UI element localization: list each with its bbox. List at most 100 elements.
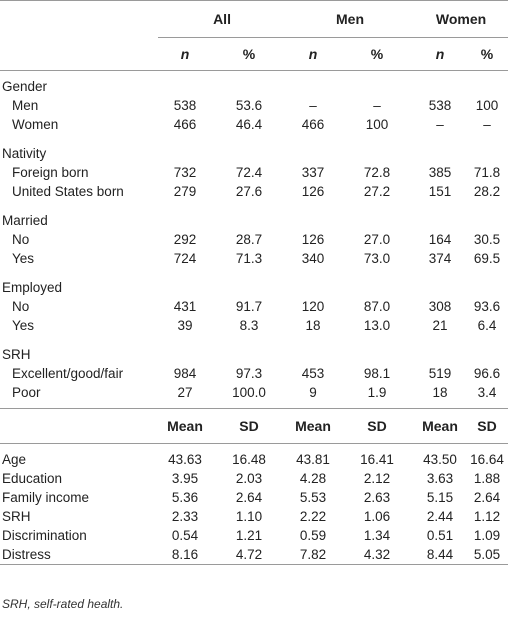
col-header-n-all: n bbox=[158, 37, 212, 71]
value-cell: 732 bbox=[173, 165, 197, 180]
spacer-cell bbox=[0, 335, 508, 345]
value-cell: 16.41 bbox=[360, 452, 394, 467]
group-header-women: Women bbox=[414, 0, 508, 38]
value-cell: 27.2 bbox=[363, 184, 391, 199]
value-cell: 8.16 bbox=[158, 545, 212, 565]
value-cell: 18 bbox=[432, 385, 448, 400]
value-cell: 27.0 bbox=[363, 232, 391, 247]
table-row: Excellent/good/fair 984 97.3 453 98.1 519 96.6 bbox=[0, 364, 508, 383]
spacer-row bbox=[0, 335, 508, 345]
group-header-men: Men bbox=[286, 0, 415, 38]
row-label: Discrimination bbox=[2, 528, 87, 543]
table-row: Women 466 46.4 466 100 – – bbox=[0, 115, 508, 134]
row-label: SRH bbox=[2, 509, 31, 524]
row-label: Age bbox=[2, 452, 27, 467]
header-blank bbox=[0, 37, 158, 71]
value-cell: 3.95 bbox=[171, 471, 199, 486]
value-cell: 5.36 bbox=[171, 490, 199, 505]
value-cell: 30.5 bbox=[473, 232, 501, 247]
value-cell: 538 bbox=[173, 98, 197, 113]
value-cell: 2.64 bbox=[473, 490, 501, 505]
col-header-pct-all: % bbox=[212, 37, 287, 71]
value-cell: 2.64 bbox=[235, 490, 263, 505]
col-header-n-women: n bbox=[414, 37, 467, 71]
value-cell: 151 bbox=[428, 184, 452, 199]
group-header-row: All Men Women bbox=[0, 0, 508, 38]
row-label: Education bbox=[2, 471, 63, 486]
value-cell: 3.4 bbox=[477, 385, 497, 400]
value-cell: 69.5 bbox=[473, 251, 501, 266]
value-cell: 292 bbox=[173, 232, 197, 247]
value-cell: 724 bbox=[173, 251, 197, 266]
value-cell: 126 bbox=[301, 184, 325, 199]
value-cell: 87.0 bbox=[363, 299, 391, 314]
section-title-row: Nativity bbox=[0, 144, 508, 163]
value-cell: 8.3 bbox=[239, 318, 259, 333]
value-cell: 73.0 bbox=[363, 251, 391, 266]
table-row: Education 3.95 2.03 4.28 2.12 3.63 1.88 bbox=[0, 469, 508, 488]
table-row: Foreign born 732 72.4 337 72.8 385 71.8 bbox=[0, 163, 508, 182]
value-cell: 72.4 bbox=[235, 165, 263, 180]
value-cell: 53.6 bbox=[235, 98, 263, 113]
value-cell: 164 bbox=[428, 232, 452, 247]
value-cell: 2.03 bbox=[235, 471, 263, 486]
value-cell: 21 bbox=[432, 318, 448, 333]
value-cell: 43.63 bbox=[168, 452, 202, 467]
value-cell: 308 bbox=[428, 299, 452, 314]
value-cell: 13.0 bbox=[363, 318, 391, 333]
table-row: Yes 39 8.3 18 13.0 21 6.4 bbox=[0, 316, 508, 335]
section-title-row: Gender bbox=[0, 77, 508, 96]
row-label: Distress bbox=[0, 545, 158, 565]
value-cell: 5.15 bbox=[426, 490, 454, 505]
section-title: Employed bbox=[2, 280, 63, 295]
table-row: Yes 724 71.3 340 73.0 374 69.5 bbox=[0, 249, 508, 268]
col-header-mean: Mean bbox=[158, 408, 212, 444]
header-blank bbox=[0, 408, 158, 444]
value-cell: 1.34 bbox=[363, 528, 391, 543]
value-cell: 7.82 bbox=[286, 545, 341, 565]
col-header-pct-women: % bbox=[466, 37, 508, 71]
value-cell: 97.3 bbox=[235, 366, 263, 381]
value-cell: 100.0 bbox=[232, 385, 266, 400]
value-cell: 2.44 bbox=[426, 509, 454, 524]
col-header-pct-men: % bbox=[340, 37, 415, 71]
corner-cell bbox=[0, 0, 158, 38]
value-cell: – bbox=[436, 117, 444, 132]
value-cell: 0.59 bbox=[299, 528, 327, 543]
value-cell: 519 bbox=[428, 366, 452, 381]
row-label: Men bbox=[12, 98, 39, 113]
value-cell: 0.54 bbox=[171, 528, 199, 543]
table-row: United States born 279 27.6 126 27.2 151 28.2 bbox=[0, 182, 508, 201]
value-cell: 2.22 bbox=[299, 509, 327, 524]
spacer-row bbox=[0, 201, 508, 211]
row-label: Foreign born bbox=[12, 165, 89, 180]
value-cell: 466 bbox=[301, 117, 325, 132]
value-cell: 8.44 bbox=[414, 545, 467, 565]
value-cell: 279 bbox=[173, 184, 197, 199]
row-label: United States born bbox=[12, 184, 124, 199]
value-cell: 2.33 bbox=[171, 509, 199, 524]
value-cell: 984 bbox=[173, 366, 197, 381]
table-row: No 431 91.7 120 87.0 308 93.6 bbox=[0, 297, 508, 316]
value-cell: 28.7 bbox=[235, 232, 263, 247]
table-row: Age 43.63 16.48 43.81 16.41 43.50 16.64 bbox=[0, 450, 508, 469]
table-row: Men 538 53.6 – – 538 100 bbox=[0, 96, 508, 115]
value-cell: 431 bbox=[173, 299, 197, 314]
table-row: No 292 28.7 126 27.0 164 30.5 bbox=[0, 230, 508, 249]
spacer-cell bbox=[0, 201, 508, 211]
col-header-sd: SD bbox=[212, 408, 287, 444]
table-row: Distress 8.16 4.72 7.82 4.32 8.44 5.05 bbox=[0, 545, 508, 565]
col-header-sd: SD bbox=[340, 408, 415, 444]
value-cell: 1.09 bbox=[473, 528, 501, 543]
row-label: Women bbox=[12, 117, 59, 132]
value-cell: 100 bbox=[365, 117, 389, 132]
count-column-header-row: n % n % n % bbox=[0, 37, 508, 71]
descriptive-statistics-table: All Men Women n % n % n % Gender Men 538 53… bbox=[0, 0, 508, 565]
value-cell: 5.53 bbox=[299, 490, 327, 505]
value-cell: 126 bbox=[301, 232, 325, 247]
value-cell: 6.4 bbox=[477, 318, 497, 333]
value-cell: 18 bbox=[305, 318, 321, 333]
value-cell: 9 bbox=[309, 385, 317, 400]
section-title: SRH bbox=[2, 347, 31, 362]
value-cell: 2.12 bbox=[363, 471, 391, 486]
